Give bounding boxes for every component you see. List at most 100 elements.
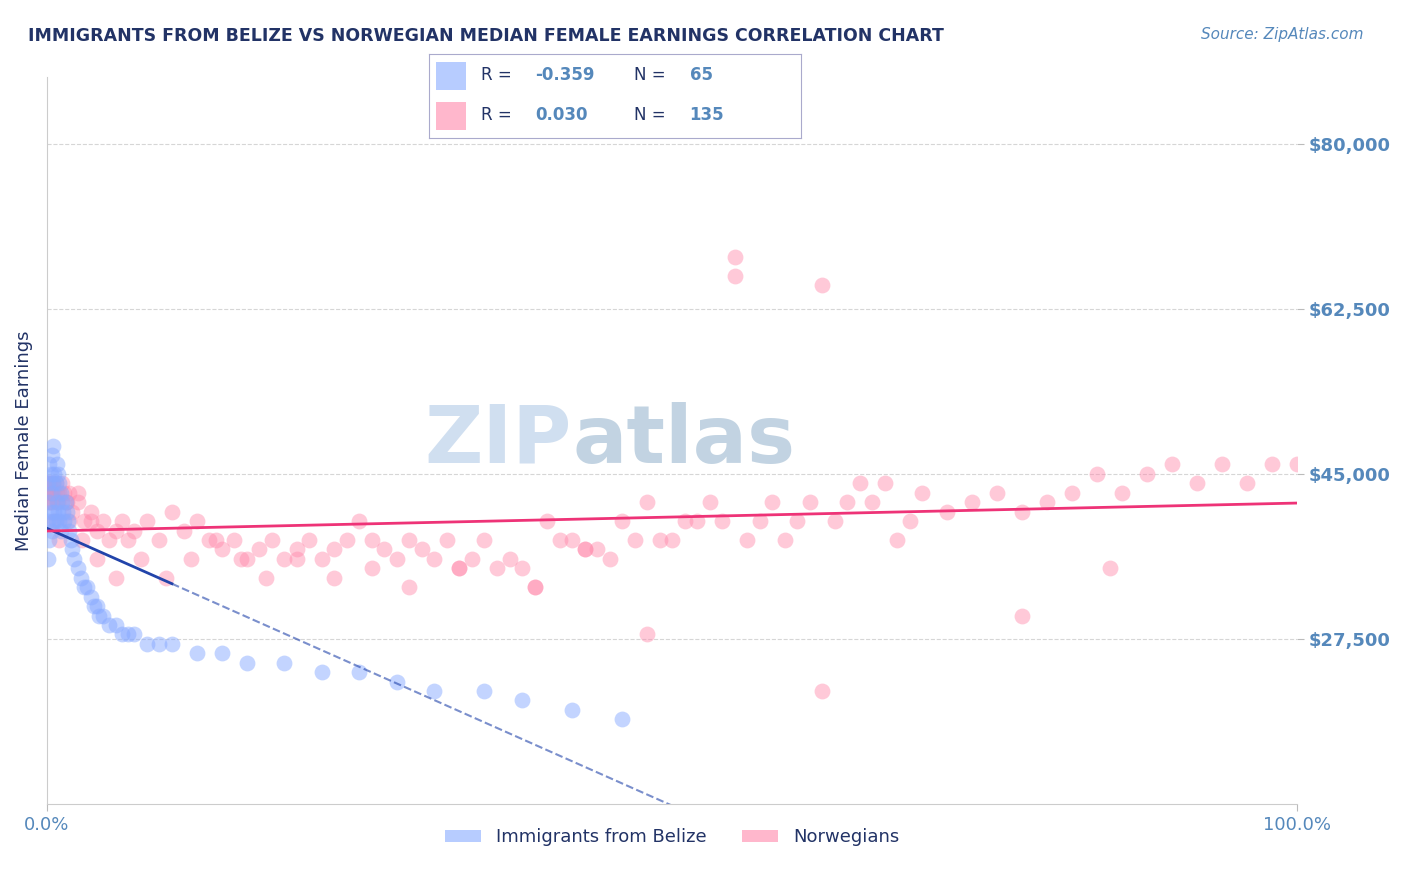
Point: [180, 552, 202, 566]
Point: [824, 514, 846, 528]
Point: [124, 524, 146, 538]
Point: [485, 561, 508, 575]
Point: [52, 505, 75, 519]
Point: [135, 637, 157, 651]
Point: [1236, 476, 1258, 491]
Point: [224, 533, 246, 547]
Point: [398, 580, 420, 594]
Point: [186, 514, 208, 528]
Point: [42, 476, 65, 491]
Point: [273, 656, 295, 670]
Point: [148, 637, 170, 651]
Point: [49, 524, 72, 538]
Point: [79, 505, 101, 519]
Point: [104, 524, 127, 538]
Point: [723, 250, 745, 264]
Point: [1062, 485, 1084, 500]
Point: [761, 495, 783, 509]
Point: [361, 561, 384, 575]
Point: [523, 580, 546, 594]
Point: [104, 618, 127, 632]
Point: [42, 476, 65, 491]
Point: [39, 495, 62, 509]
Point: [586, 542, 609, 557]
Point: [848, 476, 870, 491]
Legend: Immigrants from Belize, Norwegians: Immigrants from Belize, Norwegians: [437, 821, 907, 854]
Point: [98, 618, 121, 632]
Point: [1098, 561, 1121, 575]
Point: [86, 599, 108, 613]
Point: [83, 599, 105, 613]
Point: [711, 514, 734, 528]
Point: [285, 552, 308, 566]
Point: [986, 485, 1008, 500]
Point: [37, 476, 59, 491]
Point: [135, 514, 157, 528]
Point: [37, 552, 59, 566]
Point: [1011, 505, 1033, 519]
Text: IMMIGRANTS FROM BELIZE VS NORWEGIAN MEDIAN FEMALE EARNINGS CORRELATION CHART: IMMIGRANTS FROM BELIZE VS NORWEGIAN MEDI…: [28, 27, 943, 45]
Point: [45, 495, 67, 509]
Point: [46, 467, 69, 481]
Point: [69, 571, 91, 585]
Point: [58, 514, 80, 528]
Point: [686, 514, 709, 528]
Point: [60, 505, 83, 519]
Point: [45, 476, 67, 491]
Bar: [436, 62, 467, 90]
Point: [45, 495, 67, 509]
Point: [523, 580, 546, 594]
Point: [67, 485, 90, 500]
Point: [411, 542, 433, 557]
Point: [1136, 467, 1159, 481]
Point: [799, 495, 821, 509]
Text: N =: N =: [634, 106, 671, 124]
Point: [349, 514, 371, 528]
Point: [548, 533, 571, 547]
Point: [735, 533, 758, 547]
Point: [86, 524, 108, 538]
Point: [86, 552, 108, 566]
Point: [510, 561, 533, 575]
Point: [436, 533, 458, 547]
Point: [38, 495, 60, 509]
Point: [42, 485, 65, 500]
Point: [45, 458, 67, 472]
Point: [349, 665, 371, 680]
Point: [42, 439, 65, 453]
Point: [129, 552, 152, 566]
Point: [260, 533, 283, 547]
Point: [673, 514, 696, 528]
Point: [38, 495, 60, 509]
Point: [748, 514, 770, 528]
Point: [449, 561, 471, 575]
Point: [45, 485, 67, 500]
Point: [39, 505, 62, 519]
Point: [648, 533, 671, 547]
Point: [44, 467, 66, 481]
Point: [236, 656, 259, 670]
Point: [63, 552, 86, 566]
Point: [98, 533, 121, 547]
Point: [67, 495, 90, 509]
Point: [48, 476, 70, 491]
Point: [46, 495, 69, 509]
Point: [574, 542, 596, 557]
Point: [699, 495, 721, 509]
Point: [56, 505, 79, 519]
Point: [423, 684, 446, 698]
Point: [45, 514, 67, 528]
Point: [37, 514, 59, 528]
Point: [249, 542, 271, 557]
Text: ZIP: ZIP: [425, 402, 572, 480]
Point: [39, 485, 62, 500]
Point: [1286, 458, 1309, 472]
Point: [461, 552, 484, 566]
Point: [48, 514, 70, 528]
Point: [48, 485, 70, 500]
Point: [661, 533, 683, 547]
Text: -0.359: -0.359: [536, 66, 595, 84]
Point: [111, 514, 134, 528]
Point: [1111, 485, 1133, 500]
Point: [599, 552, 621, 566]
